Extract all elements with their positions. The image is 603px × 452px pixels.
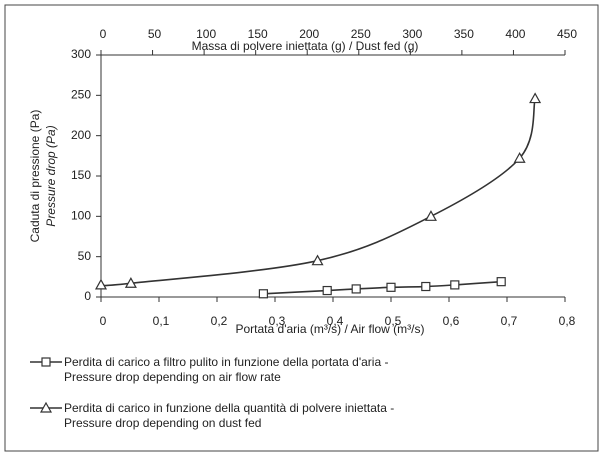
x-axis-label: Portata d'aria (m³/s) / Air flow (m³/s) xyxy=(236,322,425,336)
x2-tick-label: 50 xyxy=(148,27,162,41)
x2-tick-label: 0 xyxy=(100,27,107,41)
marker xyxy=(124,277,137,288)
x-tick-label: 0,1 xyxy=(153,314,170,328)
x-tick-label: 0,6 xyxy=(443,314,460,328)
x2-axis-label: Massa di polvere iniettata (g) / Dust fe… xyxy=(192,39,419,53)
y-axis-label: Caduta di pressione (Pa) xyxy=(28,110,42,243)
y-tick-label: 250 xyxy=(71,88,91,102)
legend-marker xyxy=(41,357,51,367)
marker xyxy=(450,280,460,290)
y-axis-label: Pressure drop (Pa) xyxy=(44,125,58,226)
x-tick-label: 0 xyxy=(100,314,107,328)
y-tick-label: 50 xyxy=(78,249,92,263)
marker xyxy=(322,285,332,296)
x-tick-label: 0,4 xyxy=(327,314,344,328)
marker xyxy=(94,278,108,290)
x-tick-label: 0,2 xyxy=(211,314,228,328)
frame xyxy=(4,4,599,452)
x-tick-label: 0,7 xyxy=(501,314,518,328)
marker xyxy=(258,289,268,299)
x2-tick-label: 350 xyxy=(454,27,474,41)
marker xyxy=(496,277,506,287)
y-tick-label: 150 xyxy=(71,168,91,182)
x2-tick-label: 100 xyxy=(196,27,216,41)
marker xyxy=(421,281,431,292)
x2-tick-label: 450 xyxy=(557,27,577,41)
marker xyxy=(351,284,361,294)
x2-tick-label: 400 xyxy=(505,27,525,41)
series-line xyxy=(263,280,502,295)
marker xyxy=(386,282,396,292)
x2-tick-label: 150 xyxy=(248,27,268,41)
y-tick-label: 100 xyxy=(71,209,91,223)
legend-marker xyxy=(39,401,53,413)
x-tick-label: 0,8 xyxy=(559,314,576,328)
marker xyxy=(529,92,542,104)
x2-tick-label: 300 xyxy=(402,27,422,41)
marker xyxy=(513,152,526,163)
y-tick-label: 300 xyxy=(71,47,91,61)
legend-label: Perdita di carico a filtro pulito in fun… xyxy=(64,355,389,384)
y-tick-label: 200 xyxy=(71,128,91,142)
y-tick-label: 0 xyxy=(84,289,91,303)
x2-tick-label: 250 xyxy=(351,27,371,41)
marker xyxy=(311,254,324,266)
x2-tick-label: 200 xyxy=(299,27,319,41)
x-tick-label: 0,5 xyxy=(385,314,402,328)
x-tick-label: 0,3 xyxy=(269,314,286,328)
legend-label: Perdita di carico in funzione della quan… xyxy=(64,401,395,430)
marker xyxy=(424,210,437,221)
